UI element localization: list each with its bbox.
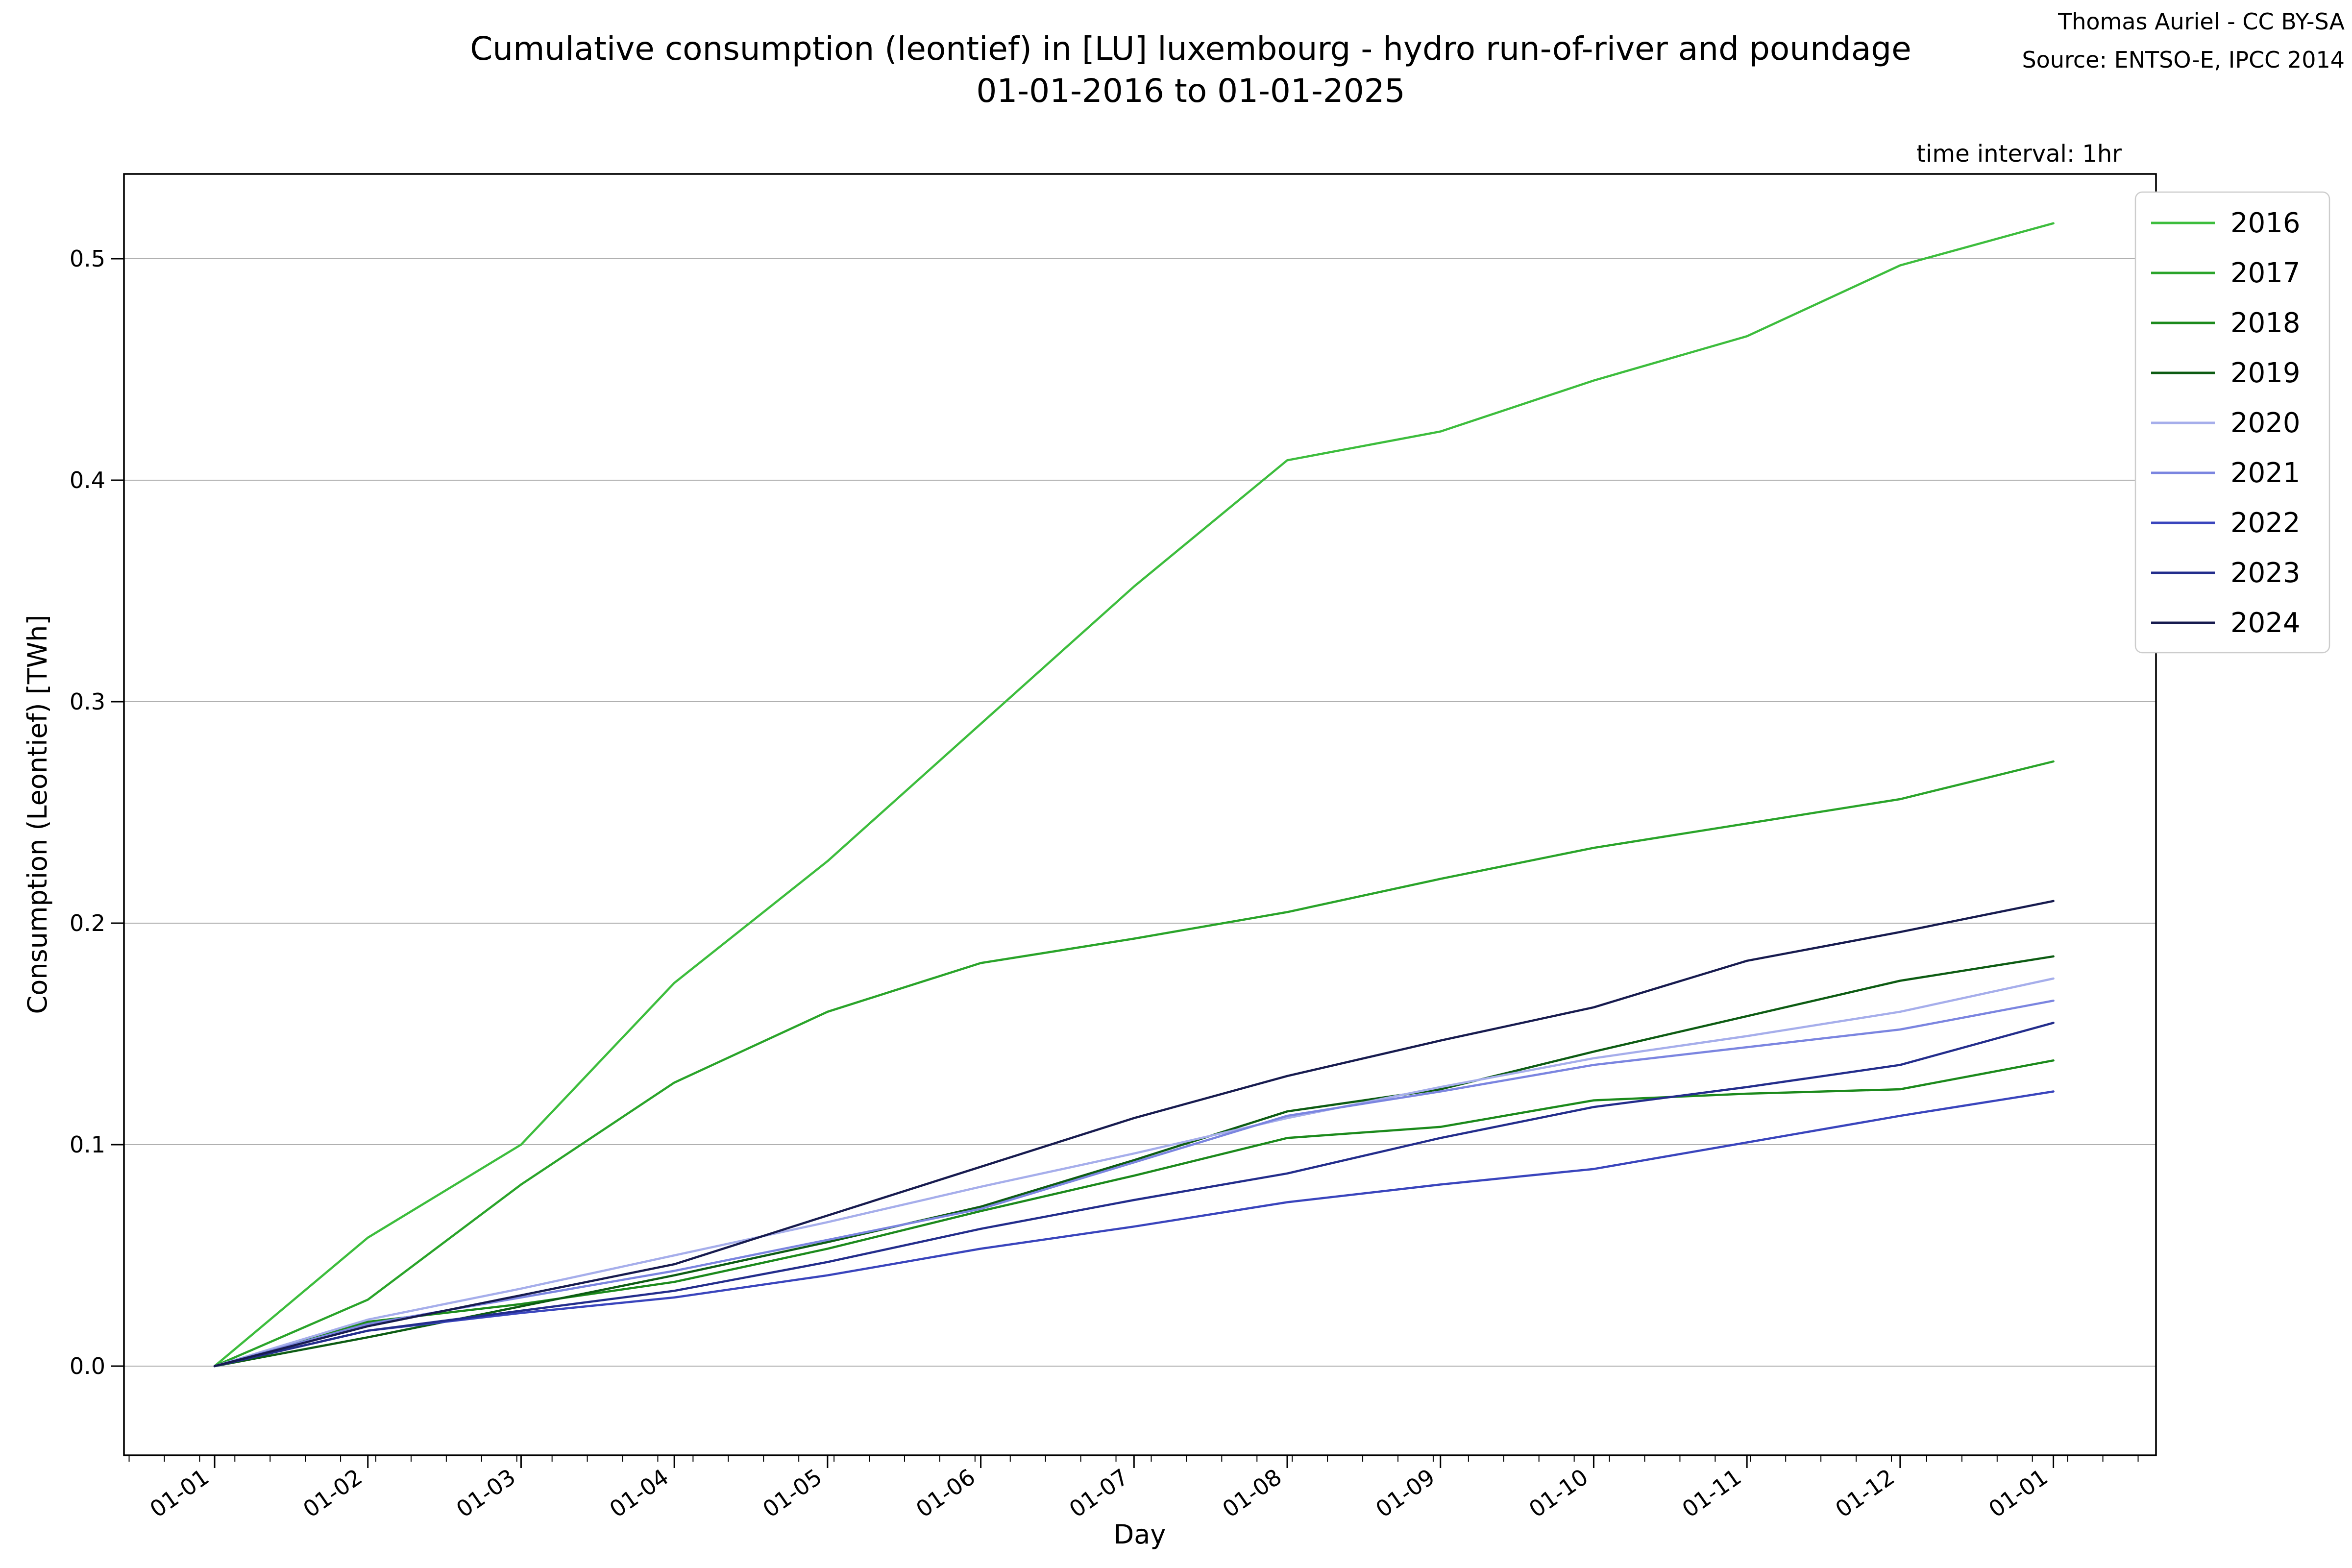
chart-title-line2: 01-01-2016 to 01-01-2025 <box>976 72 1405 110</box>
series-line-2023 <box>213 1022 2055 1368</box>
gridlines <box>124 258 2156 1367</box>
x-tick-label: 01-07 <box>1064 1464 1133 1523</box>
legend-label-2022: 2022 <box>2230 507 2301 539</box>
series-lines <box>213 222 2055 1368</box>
x-tick-label: 01-12 <box>1831 1464 1899 1523</box>
series-line-2022 <box>213 1090 2055 1368</box>
x-axis-label: Day <box>1114 1519 1166 1550</box>
series-line-2017 <box>213 760 2055 1368</box>
x-tick-label: 01-09 <box>1371 1464 1440 1523</box>
chart-title-line1: Cumulative consumption (leontief) in [LU… <box>470 30 1911 68</box>
x-tick-label: 01-02 <box>298 1464 367 1523</box>
credit-author: Thomas Auriel - CC BY-SA <box>2058 8 2345 35</box>
legend-box <box>2134 191 2330 654</box>
y-tick-label: 0.3 <box>70 688 105 715</box>
x-tick-label: 01-05 <box>758 1464 827 1523</box>
x-tick-label: 01-06 <box>911 1464 980 1523</box>
x-tick-label: 01-10 <box>1524 1464 1592 1523</box>
series-line-2020 <box>213 977 2055 1368</box>
x-tick-label: 01-01 <box>1984 1464 2052 1523</box>
legend-label-2017: 2017 <box>2230 257 2301 289</box>
legend-label-2023: 2023 <box>2230 557 2301 589</box>
series-line-2019 <box>213 955 2055 1368</box>
series-line-2016 <box>213 222 2055 1368</box>
y-tick-label: 0.4 <box>70 467 105 493</box>
x-tick-label: 01-11 <box>1677 1464 1746 1523</box>
y-tick-label: 0.2 <box>70 910 105 936</box>
x-tick-label: 01-03 <box>451 1464 520 1523</box>
legend-label-2020: 2020 <box>2230 407 2301 439</box>
legend-label-2018: 2018 <box>2230 307 2301 339</box>
y-tick-label: 0.0 <box>70 1353 105 1379</box>
legend: 2016 2017 2018 2019 2020 2021 2022 2023 2024 <box>2134 191 2330 654</box>
y-tick-label: 0.1 <box>70 1131 105 1158</box>
x-tick-label: 01-01 <box>145 1464 214 1523</box>
time-interval-annotation: time interval: 1hr <box>1916 140 2122 168</box>
legend-label-2021: 2021 <box>2230 457 2301 489</box>
plot-border <box>123 173 2157 1456</box>
y-tick-label: 0.5 <box>70 245 105 272</box>
legend-label-2016: 2016 <box>2230 207 2301 239</box>
series-line-2021 <box>213 999 2055 1368</box>
legend-label-2024: 2024 <box>2230 607 2301 639</box>
x-tick-label: 01-08 <box>1218 1464 1286 1523</box>
x-axis-ticks: 01-01 01-02 01-03 01-04 01-05 01-06 01-07 01-08… <box>128 1455 2139 1523</box>
series-line-2018 <box>213 1059 2055 1368</box>
y-axis-label: Consumption (Leontief) [TWh] <box>22 615 53 1014</box>
y-axis-ticks: 0.0 0.1 0.2 0.3 0.4 0.5 <box>70 245 124 1379</box>
legend-label-2019: 2019 <box>2230 357 2301 389</box>
x-tick-label: 01-04 <box>605 1464 673 1523</box>
credit-source: Source: ENTSO-E, IPCC 2014 <box>2022 47 2345 73</box>
series-line-2024 <box>213 900 2055 1368</box>
